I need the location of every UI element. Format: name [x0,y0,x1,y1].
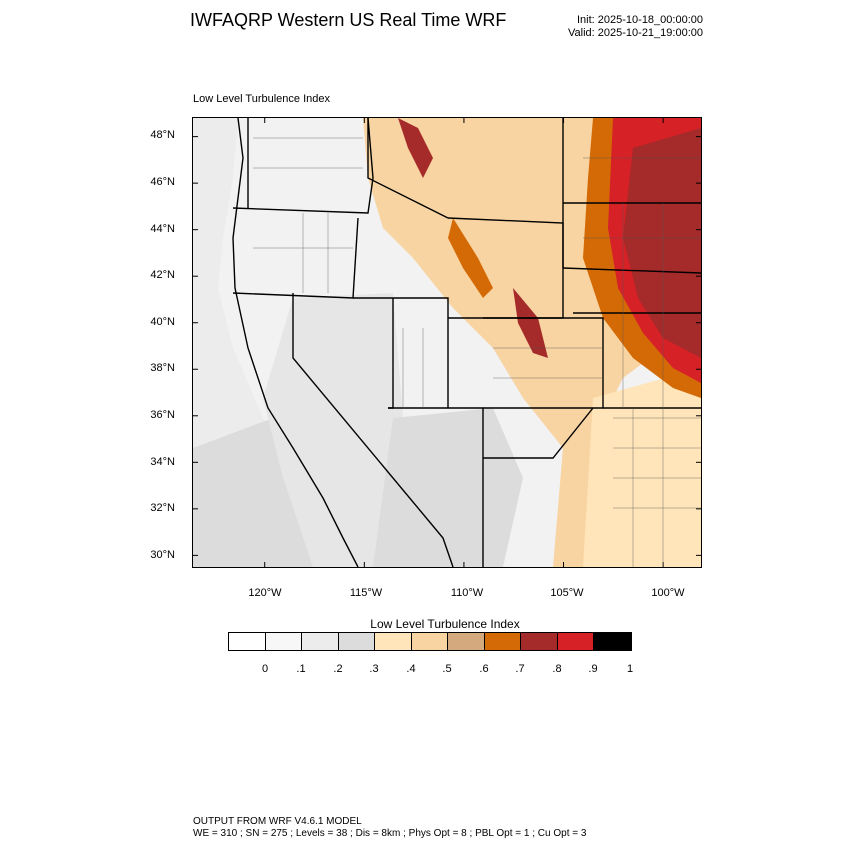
great-basin-area [263,293,403,567]
coastline [232,118,359,567]
init-time: Init: 2025-10-18_00:00:00 [577,14,703,26]
colorbar-label: .1 [296,663,306,675]
map-panel [192,117,702,568]
colorbar-label: .6 [479,663,489,675]
colorbar-swatch [265,633,302,650]
colorbar-swatch [302,633,339,650]
lat-label-36: 36°N [150,409,175,421]
colorbar-label: .9 [588,663,598,675]
colorbar-label: 1 [626,663,634,675]
model-info-line1: OUTPUT FROM WRF V4.6.1 MODEL [193,816,362,827]
wa-border [232,118,374,214]
model-info-line2: WE = 310 ; SN = 275 ; Levels = 38 ; Dis … [193,828,587,839]
colorbar-label: .2 [333,663,343,675]
lat-label-40: 40°N [150,316,175,328]
lat-label-32: 32°N [150,502,175,514]
colorbar-label: .8 [552,663,562,675]
southern-plains-area [583,368,701,567]
lat-label-30: 30°N [150,549,175,561]
turbulence-map [193,118,701,567]
core-index-area [623,128,701,358]
colorbar-swatch [484,633,521,650]
nv-ca-border [292,293,454,567]
lat-label-34: 34°N [150,456,175,468]
plot-title: IWFAQRP Western US Real Time WRF [190,10,507,30]
lat-label-48: 48°N [150,129,175,141]
colorbar-swatch [448,633,485,650]
lon-label-115: 115°W [349,587,383,599]
map-caption: Low Level Turbulence Index [193,93,330,105]
colorbar-swatch [521,633,558,650]
state-boundaries [232,118,701,567]
colorbar-title: Low Level Turbulence Index [370,617,520,631]
colorbar-swatch [375,633,412,650]
county-boundaries [253,137,701,567]
co-border [483,317,604,409]
mt-id-border [367,118,449,219]
colorbar-label: .3 [369,663,379,675]
lon-label-120: 120°W [248,587,282,599]
colorbar-swatch [411,633,448,650]
id-ut-border [353,297,449,408]
colorbar-swatch [594,633,631,650]
lat-label-38: 38°N [150,362,175,374]
colorbar-swatch [557,633,594,650]
lat-label-44: 44°N [150,223,175,235]
southwest-area [373,408,523,567]
nm-tx-border [483,407,594,459]
rockies-streak-north [398,118,433,178]
colorbar-label: .7 [515,663,525,675]
lon-label-110: 110°W [450,587,484,599]
colorbar [228,632,632,651]
colorbar-label: .5 [442,663,452,675]
rockies-streak-wyoming [448,218,493,298]
colorbar-swatch [229,633,266,650]
lat-label-46: 46°N [150,176,175,188]
colorbar-label: .4 [406,663,416,675]
sd-ne-border [562,267,701,274]
lon-label-100: 100°W [651,587,685,599]
valid-time: Valid: 2025-10-21_19:00:00 [568,27,703,39]
lat-label-42: 42°N [150,269,175,281]
rockies-streak-colorado [513,288,548,358]
lon-label-105: 105°W [550,587,584,599]
colorbar-label: 0 [261,663,269,675]
colorbar-swatch [338,633,375,650]
